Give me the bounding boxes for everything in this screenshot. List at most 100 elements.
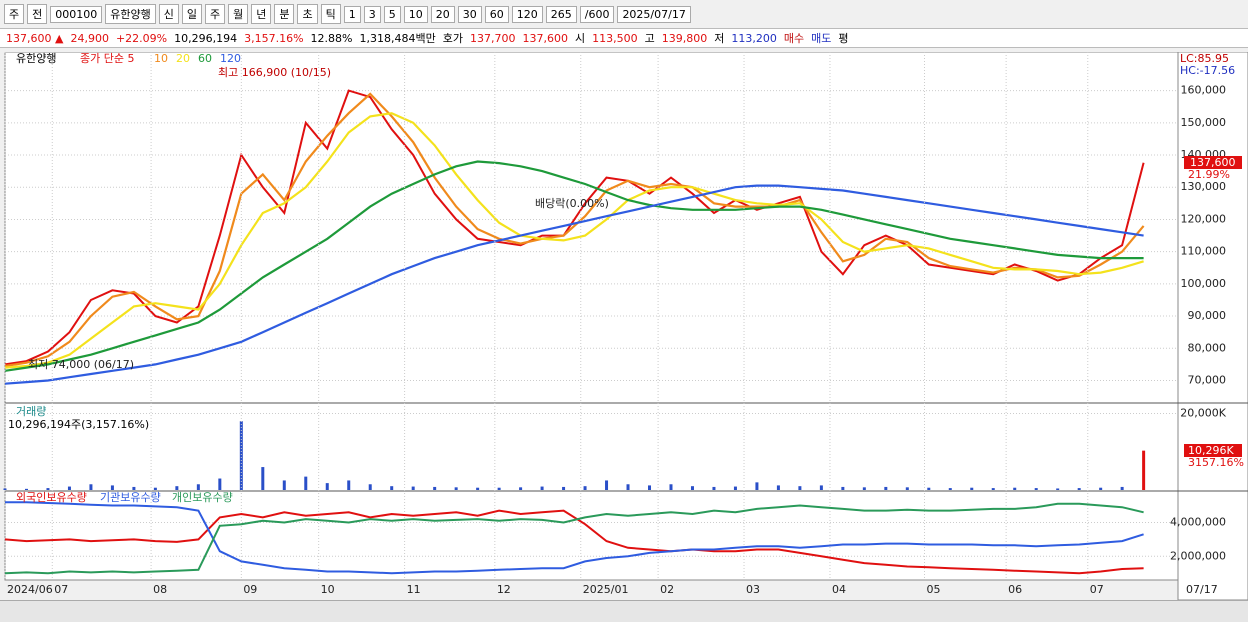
toolbar-button[interactable]: 초 [297, 4, 318, 24]
x-tick-label: 07 [54, 583, 68, 596]
series-line [4, 502, 1144, 575]
quote-field: 10,296,194 [174, 31, 238, 45]
toolbar-button[interactable]: 월 [228, 4, 249, 24]
volume-bar [1034, 488, 1038, 490]
volume-bar [583, 486, 587, 490]
toolbar-button[interactable]: 틱 [320, 4, 341, 24]
y-tick-label: 90,000 [1188, 309, 1227, 322]
volume-bar [218, 478, 222, 490]
x-tick-label: 11 [407, 583, 421, 596]
quote-field: 137,700 [469, 31, 516, 45]
volume-bar [798, 486, 802, 490]
volume-bar [819, 485, 823, 490]
axis-bg [1177, 52, 1248, 600]
y-tick-label: 80,000 [1188, 341, 1227, 354]
x-tick-label: 09 [243, 583, 257, 596]
volume-bar [3, 488, 7, 490]
toolbar-button[interactable]: 1 [343, 5, 361, 23]
series-line [4, 184, 1144, 385]
quote-field[interactable]: 매수 [783, 32, 805, 45]
volume-bar [884, 486, 888, 490]
volume-bar [991, 488, 995, 490]
chart-subtitle: 10,296,194주(3,157.16%) [8, 418, 149, 431]
legend-entry: 외국인보유수량 [16, 491, 87, 504]
volume-bar [304, 476, 308, 490]
toolbar-button[interactable]: 3 [363, 5, 381, 23]
annotation: 최고 166,900 (10/15) [218, 66, 331, 79]
toolbar-button[interactable]: 20 [430, 5, 455, 23]
toolbar-button[interactable]: /600 [579, 5, 615, 23]
y-tick-label: 100,000 [1181, 277, 1227, 290]
volume-bar [390, 486, 394, 490]
quote-field: 24,900 [70, 31, 109, 45]
chart-title: 거래량 [16, 405, 46, 418]
toolbar-button[interactable]: 120 [511, 5, 543, 23]
quote-field[interactable]: 평 [838, 32, 849, 45]
volume-bar [712, 486, 716, 490]
series-line [4, 92, 1145, 368]
volume-bar [1056, 488, 1060, 490]
volume-bar [970, 487, 974, 490]
volume-bar [776, 485, 780, 490]
x-tick-label: 2024/06 [7, 583, 53, 596]
volume-bar [24, 488, 28, 490]
toolbar-button[interactable]: 10 [403, 5, 428, 23]
toolbar-button[interactable]: 분 [274, 4, 295, 24]
toolbar-button[interactable]: 주 [4, 4, 25, 24]
y-tick-label: 120,000 [1181, 212, 1227, 225]
quote-field[interactable]: 매도 [811, 32, 832, 45]
annotation: HC:-17.56 [1180, 64, 1235, 77]
volume-bar [110, 485, 114, 490]
quote-field: 저 [714, 32, 725, 45]
volume-bar [67, 486, 71, 490]
volume-bar [153, 487, 157, 490]
quote-field: 113,200 [731, 31, 777, 45]
volume-bar [132, 486, 136, 490]
legend-entry: 20 [176, 52, 190, 65]
volume-bar [1099, 487, 1103, 490]
x-tick-label: 02 [660, 583, 674, 596]
toolbar-button[interactable]: 60 [484, 5, 509, 23]
volume-bar [948, 488, 952, 490]
volume-bar [755, 482, 759, 490]
toolbar-button[interactable]: 000100 [50, 5, 103, 23]
legend-entry: 120 [220, 52, 241, 65]
legend-entry: 기관보유수량 [100, 491, 161, 504]
volume-bar [239, 421, 243, 490]
toolbar: 주 전 000100 유한양행 신 일 주 월 년 분 초 틱 1 3 5 10 20 30 60 120 265/60… [0, 2, 1248, 26]
volume-bar [562, 486, 566, 490]
volume-bar [175, 486, 179, 490]
toolbar-button[interactable]: 년 [251, 4, 272, 24]
volume-bar [282, 480, 286, 490]
annotation: 07/17 [1186, 583, 1218, 596]
volume-bar [1077, 488, 1081, 490]
toolbar-button[interactable]: 30 [457, 5, 482, 23]
toolbar-button[interactable]: 일 [181, 4, 202, 24]
volume-bar [927, 487, 931, 490]
volume-bar [841, 486, 845, 490]
chart-title: 유한양행 [16, 52, 56, 65]
volume-bar [905, 487, 909, 490]
y-tick-label: 4,000,000 [1170, 515, 1226, 528]
series-line [4, 509, 1144, 575]
toolbar-button[interactable]: 유한양행 [105, 4, 156, 24]
volume-bar [862, 487, 866, 490]
quote-field: +22.09% [115, 31, 168, 45]
toolbar-button[interactable]: 5 [383, 5, 401, 23]
annotation: 21.99% [1188, 168, 1230, 181]
x-tick-label: 07 [1090, 583, 1104, 596]
annotation: 10,296K [1188, 444, 1234, 457]
toolbar-button[interactable]: 265 [545, 5, 577, 23]
series-line [5, 501, 1144, 575]
volume-bar [648, 485, 652, 490]
toolbar-button[interactable]: 2025/07/17 [617, 5, 691, 23]
legend-entry: 종가 단순 5 [80, 52, 134, 65]
toolbar-button[interactable]: 신 [158, 4, 179, 24]
volume-bar [325, 483, 329, 490]
toolbar-button[interactable]: 전 [27, 4, 48, 24]
toolbar-button[interactable]: 주 [204, 4, 226, 24]
scrollbar[interactable] [0, 600, 1248, 622]
quote-field: 113,500 [592, 31, 638, 45]
x-tick-label: 10 [321, 583, 335, 596]
y-tick-label: 160,000 [1181, 84, 1227, 97]
